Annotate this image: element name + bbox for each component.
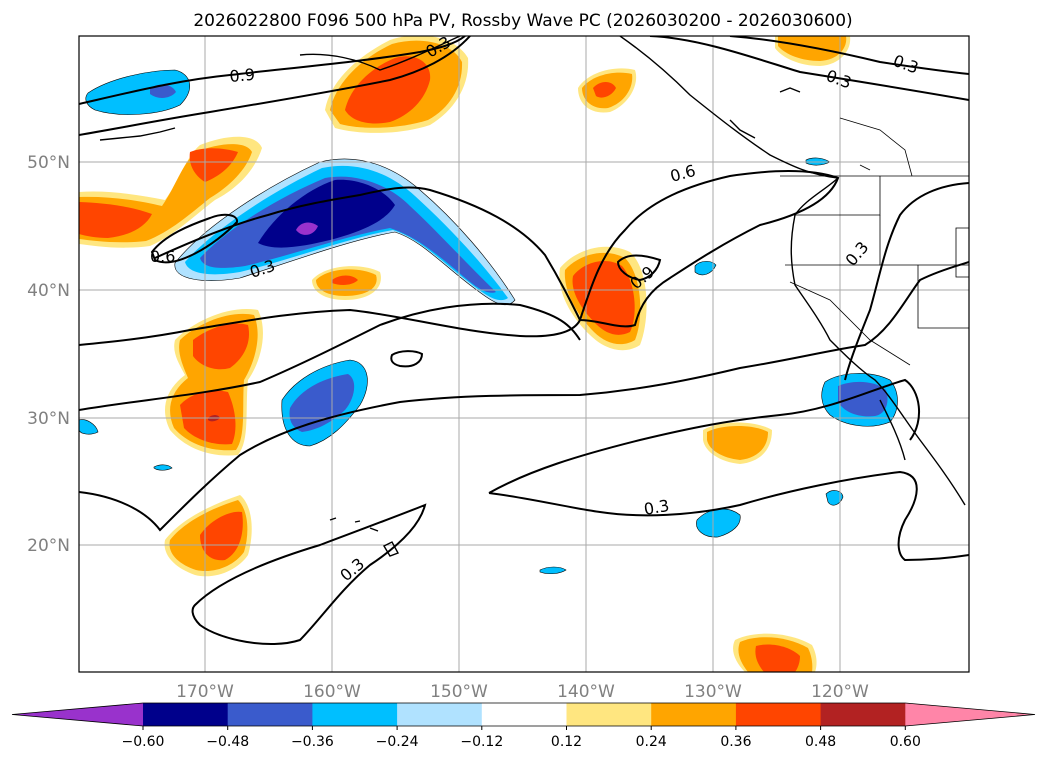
contour-label: 0.9: [229, 65, 256, 86]
colorbar: −0.60 −0.48 −0.36 −0.24 −0.12 0.12 0.24 0.36 0.4…: [11, 702, 1036, 750]
map-area: 0.9 0.6 0.3 0.6 0.3 0.9 0.3 0.3 0.3 0.3 …: [79, 36, 969, 672]
colorbar-extend-max: [905, 703, 1035, 726]
colorbar-tick-label: −0.48: [206, 734, 249, 750]
positive-anomaly-south: [164, 422, 817, 672]
gridlines: [79, 36, 969, 672]
colorbar-segment: [481, 703, 567, 726]
lon-label: 150°W: [430, 682, 488, 702]
lon-label: 130°W: [684, 682, 742, 702]
colorbar-segment: [312, 703, 398, 726]
colorbar-extend-min: [12, 703, 143, 726]
lon-label: 170°W: [176, 682, 234, 702]
colorbar-tick-label: 0.36: [720, 734, 751, 750]
lat-label: 50°N: [27, 153, 70, 173]
negative-anomaly-small: [79, 157, 844, 575]
colorbar-tick-label: −0.36: [291, 734, 334, 750]
political-borders: [780, 117, 969, 366]
plot-frame: [78, 35, 970, 673]
negative-anomaly-main: [174, 158, 516, 306]
lon-label: 120°W: [811, 682, 869, 702]
pv-contours: [79, 36, 969, 646]
colorbar-tick-label: 0.48: [805, 734, 836, 750]
colorbar-segment: [651, 703, 737, 726]
lon-label: 160°W: [303, 682, 361, 702]
colorbar-segment: [143, 703, 229, 726]
lat-label: 30°N: [27, 409, 70, 429]
colorbar-segment: [820, 703, 906, 726]
positive-anomaly-central-west: [165, 309, 263, 456]
lat-label: 40°N: [27, 281, 70, 301]
colorbar-segment: [227, 703, 313, 726]
lat-label: 20°N: [27, 536, 70, 556]
contour-label: 0.3: [642, 496, 670, 519]
colorbar-segment: [566, 703, 652, 726]
colorbar-tick-label: −0.60: [122, 734, 165, 750]
contour-label: 0.6: [150, 247, 175, 266]
colorbar-tick-label: 0.12: [551, 734, 582, 750]
lon-label: 140°W: [557, 682, 615, 702]
negative-anomaly-north: [85, 69, 190, 115]
figure-title: 2026022800 F096 500 hPa PV, Rossby Wave …: [193, 11, 852, 31]
latitude-labels: 50°N 40°N 30°N 20°N: [27, 153, 70, 556]
longitude-labels: 170°W 160°W 150°W 140°W 130°W 120°W: [176, 682, 869, 702]
positive-anomaly-west: [79, 136, 262, 248]
colorbar-segment: [735, 703, 822, 726]
colorbar-tick-label: 0.24: [636, 734, 667, 750]
colorbar-tick-label: −0.12: [460, 734, 503, 750]
colorbar-tick-label: 0.60: [890, 734, 921, 750]
colorbar-tick-label: −0.24: [376, 734, 419, 750]
colorbar-segment: [397, 703, 483, 726]
